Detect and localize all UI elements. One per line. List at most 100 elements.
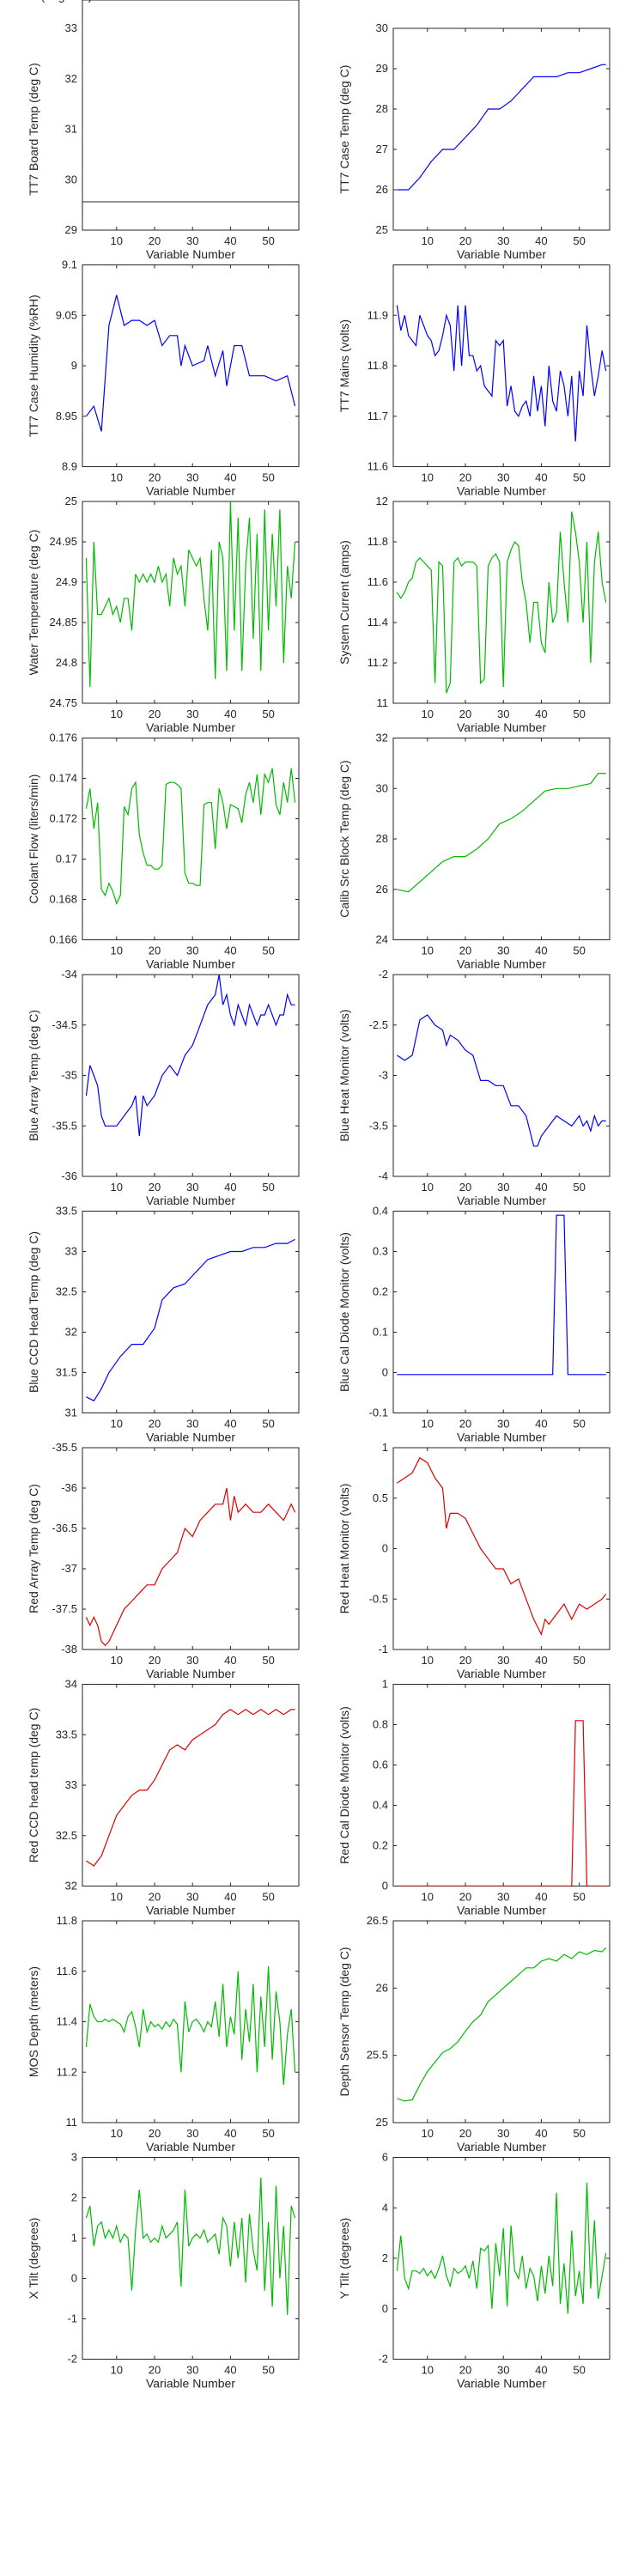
chart-panel: -36 -35.5 -35 -34.5 -34 10 20 30 40 50 Variable Nu… xyxy=(27,968,300,1207)
y-tick-label: 0 xyxy=(382,1880,388,1893)
y-tick-label: 0.6 xyxy=(373,1759,388,1771)
x-axis-label: Variable Number xyxy=(146,484,235,498)
y-tick-label: 11 xyxy=(66,2116,78,2129)
y-tick-label: 33 xyxy=(65,21,77,34)
y-tick-label: 24.85 xyxy=(49,616,77,629)
y-tick-label: -1 xyxy=(378,1643,388,1656)
y-tick-label: 0 xyxy=(71,0,77,3)
data-series-line xyxy=(86,1709,295,1867)
y-tick-label: 0.4 xyxy=(373,1799,388,1812)
x-tick-label: 10 xyxy=(422,945,434,957)
y-tick-label: 33 xyxy=(65,1778,77,1791)
x-tick-label: 50 xyxy=(573,1418,585,1431)
x-tick-label: 40 xyxy=(535,708,547,720)
plot-frame xyxy=(82,738,300,940)
y-tick-label: 1 xyxy=(382,1678,388,1691)
x-tick-label: 10 xyxy=(111,1891,123,1904)
x-tick-label: 30 xyxy=(186,708,198,720)
x-tick-label: 10 xyxy=(422,1181,434,1194)
x-tick-label: 50 xyxy=(262,234,274,247)
y-tick-label: -4 xyxy=(378,1170,388,1182)
y-axis-label: Red Cal Diode Monitor (volts) xyxy=(337,1706,351,1864)
x-tick-label: 30 xyxy=(497,234,509,247)
y-tick-label: 25 xyxy=(376,223,388,236)
y-tick-label: 30 xyxy=(65,173,77,185)
x-tick-label: 50 xyxy=(573,2364,585,2377)
x-tick-label: 10 xyxy=(422,2364,434,2377)
x-tick-label: 10 xyxy=(422,234,434,247)
y-tick-label: 32 xyxy=(65,1880,77,1893)
y-tick-label: 32.5 xyxy=(56,1829,77,1842)
plot-frame xyxy=(82,974,300,1177)
y-tick-label: 0.5 xyxy=(373,1492,388,1504)
x-tick-label: 20 xyxy=(459,234,471,247)
plot-frame xyxy=(392,501,611,704)
y-axis-label: Water Temperature (deg C) xyxy=(27,530,40,676)
x-tick-label: 40 xyxy=(535,1654,547,1667)
x-tick-label: 30 xyxy=(497,2127,509,2140)
y-tick-label: -35.5 xyxy=(52,1119,77,1132)
chart-panel: -1 -0.5 0 0.5 1 10 20 30 40 50 Variable Number Red … xyxy=(337,1441,611,1680)
x-tick-label: 40 xyxy=(535,1418,547,1431)
chart-panel: 0.166 0.168 0.17 0.172 0.174 0.176 10 20 30 40 50 V… xyxy=(27,732,300,971)
x-tick-label: 40 xyxy=(224,1891,236,1904)
y-axis-label: Calib Src Block Temp (deg C) xyxy=(337,760,351,917)
x-tick-label: 10 xyxy=(111,708,123,720)
y-tick-label: 11.4 xyxy=(368,616,388,629)
y-tick-label: 28 xyxy=(376,832,388,845)
plot-frame xyxy=(392,1211,611,1413)
data-series-line xyxy=(85,1965,296,2085)
x-tick-label: 20 xyxy=(149,471,161,484)
x-axis-label: Variable Number xyxy=(146,2377,235,2391)
y-tick-label: -38 xyxy=(61,1643,77,1656)
y-axis-label: Depth Sensor Temp (deg C) xyxy=(337,1947,351,2096)
x-tick-label: 30 xyxy=(186,471,198,484)
x-tick-label: 40 xyxy=(224,1181,236,1194)
x-tick-label: 40 xyxy=(224,708,236,720)
x-tick-label: 20 xyxy=(149,234,161,247)
y-tick-label: 9.05 xyxy=(56,308,77,321)
x-tick-label: 50 xyxy=(573,2127,585,2140)
x-tick-label: 40 xyxy=(224,945,236,957)
data-series-line xyxy=(85,501,296,688)
y-tick-label: 4 xyxy=(382,2201,388,2214)
x-tick-label: 50 xyxy=(262,471,274,484)
x-tick-label: 30 xyxy=(497,1891,509,1904)
y-axis-label: TT7 Case Temp (deg C) xyxy=(337,65,351,194)
x-tick-label: 10 xyxy=(111,234,123,247)
y-tick-label: 24.95 xyxy=(49,535,77,548)
y-tick-label: 33.5 xyxy=(56,1728,77,1741)
plot-frame xyxy=(82,2157,300,2360)
x-tick-label: 20 xyxy=(459,1891,471,1904)
plot-frame xyxy=(392,1447,611,1650)
y-tick-label: 0.174 xyxy=(49,772,77,785)
x-tick-label: 20 xyxy=(459,2127,471,2140)
y-tick-label: -2 xyxy=(378,2353,388,2366)
y-tick-label: 11.2 xyxy=(368,656,388,669)
y-tick-label: 24.75 xyxy=(49,696,77,709)
x-tick-label: 30 xyxy=(186,1418,198,1431)
x-tick-label: 20 xyxy=(459,945,471,957)
y-tick-label: 0.166 xyxy=(49,933,77,946)
x-tick-label: 30 xyxy=(497,471,509,484)
y-tick-label: 32 xyxy=(376,732,388,744)
chart-panel: 25 26 27 28 29 30 10 20 30 40 50 Variable Number TT7… xyxy=(337,21,611,261)
y-axis-label: X Tilt (degrees) xyxy=(27,2218,40,2300)
x-tick-label: 40 xyxy=(224,1418,236,1431)
x-axis-label: Variable Number xyxy=(457,1431,546,1444)
y-tick-label: 11.2 xyxy=(57,2065,77,2078)
y-tick-label: 11.4 xyxy=(57,2015,77,2028)
y-tick-label: 26 xyxy=(376,883,388,896)
chart-panel: 32 32.5 33 33.5 34 10 20 30 40 50 Variable Number R… xyxy=(27,1678,300,1917)
y-tick-label: -3 xyxy=(378,1069,388,1082)
y-tick-label: -0.5 xyxy=(369,1592,388,1605)
x-tick-label: 50 xyxy=(573,1891,585,1904)
y-tick-label: 0 xyxy=(382,2302,388,2315)
x-tick-label: 30 xyxy=(497,2364,509,2377)
chart-panel: -2 0 2 4 6 10 20 30 40 50 Variable Number Y Tilt (d… xyxy=(337,2151,611,2391)
y-tick-label: 11.8 xyxy=(368,535,388,548)
y-tick-label: 26.5 xyxy=(367,1914,388,1927)
y-tick-label: 26 xyxy=(376,183,388,196)
chart-panel: -4 -3.5 -3 -2.5 -2 10 20 30 40 50 Variable Number B… xyxy=(337,968,611,1207)
y-axis-label: Red CCD head temp (deg C) xyxy=(27,1708,40,1863)
